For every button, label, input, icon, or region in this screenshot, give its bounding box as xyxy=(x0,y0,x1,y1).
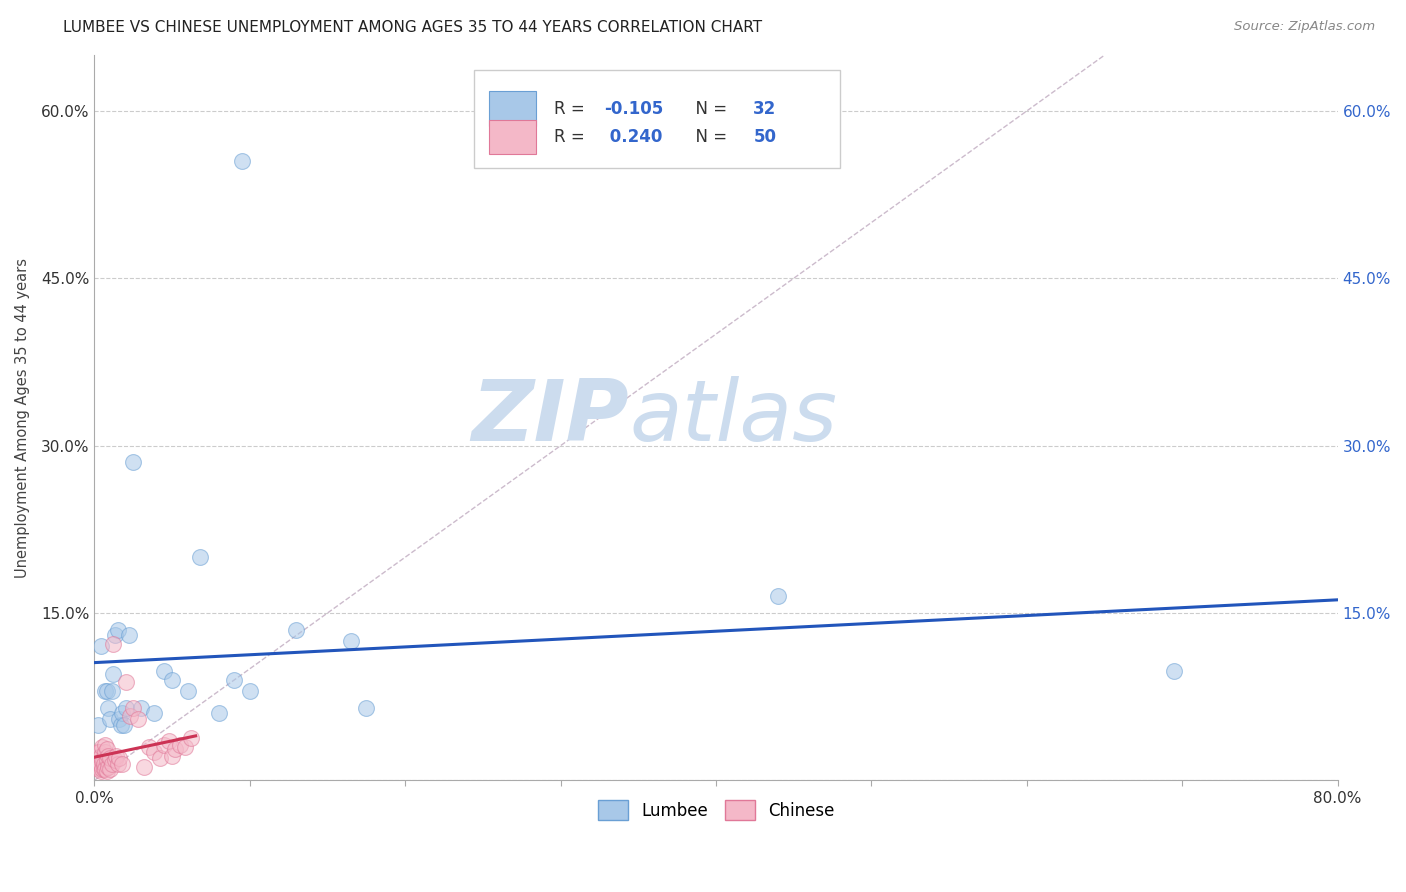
Point xyxy=(83,756,105,771)
Point xyxy=(104,628,127,642)
Point xyxy=(766,589,789,603)
Point xyxy=(160,748,183,763)
Point xyxy=(107,756,129,771)
Point xyxy=(231,154,253,169)
Point xyxy=(188,550,211,565)
Point xyxy=(138,739,160,754)
Point xyxy=(101,667,124,681)
FancyBboxPatch shape xyxy=(474,70,841,168)
Text: R =: R = xyxy=(554,100,591,118)
Point xyxy=(98,712,121,726)
Text: 50: 50 xyxy=(754,128,776,146)
Text: 0.240: 0.240 xyxy=(605,128,662,146)
Text: N =: N = xyxy=(685,128,733,146)
Point xyxy=(173,739,195,754)
Point xyxy=(97,748,120,763)
Point xyxy=(97,760,120,774)
Point xyxy=(224,673,246,687)
Point xyxy=(149,751,172,765)
Point xyxy=(165,742,187,756)
Point xyxy=(94,738,117,752)
Point xyxy=(84,753,107,767)
Point xyxy=(86,717,108,731)
Point xyxy=(108,712,131,726)
Point xyxy=(114,675,136,690)
Point xyxy=(177,684,200,698)
Text: R =: R = xyxy=(554,128,591,146)
Point xyxy=(94,762,117,776)
Point xyxy=(169,738,191,752)
Point xyxy=(89,746,111,760)
Point xyxy=(153,738,176,752)
Point xyxy=(111,706,134,721)
Point xyxy=(111,756,134,771)
Point xyxy=(160,673,183,687)
Point xyxy=(94,684,117,698)
Point xyxy=(110,717,132,731)
Point xyxy=(105,748,128,763)
Text: 32: 32 xyxy=(754,100,776,118)
Point xyxy=(208,706,231,721)
Point xyxy=(129,700,152,714)
Point xyxy=(96,764,118,779)
Text: ZIP: ZIP xyxy=(471,376,628,459)
Point xyxy=(94,746,117,760)
FancyBboxPatch shape xyxy=(488,91,536,126)
Point xyxy=(90,748,112,763)
Point xyxy=(108,751,131,765)
Point xyxy=(91,753,114,767)
Point xyxy=(93,756,115,771)
Point xyxy=(239,684,262,698)
Point xyxy=(104,753,127,767)
Point xyxy=(122,455,145,469)
Point xyxy=(142,706,165,721)
Point xyxy=(157,734,180,748)
Point xyxy=(1163,664,1185,678)
Point xyxy=(91,739,114,754)
Point xyxy=(90,764,112,779)
Point xyxy=(285,623,308,637)
Point xyxy=(142,746,165,760)
Point xyxy=(89,756,111,771)
Point xyxy=(98,762,121,776)
Legend: Lumbee, Chinese: Lumbee, Chinese xyxy=(591,794,841,826)
Point xyxy=(356,700,378,714)
Point xyxy=(100,756,122,771)
Text: N =: N = xyxy=(685,100,733,118)
Y-axis label: Unemployment Among Ages 35 to 44 years: Unemployment Among Ages 35 to 44 years xyxy=(15,258,30,578)
Point xyxy=(89,762,111,776)
Point xyxy=(89,751,111,765)
Point xyxy=(153,664,176,678)
Point xyxy=(100,684,122,698)
Point xyxy=(134,760,156,774)
Point xyxy=(90,640,112,654)
Point xyxy=(107,623,129,637)
Point xyxy=(98,751,121,765)
Point xyxy=(96,684,118,698)
Text: atlas: atlas xyxy=(628,376,837,459)
Point xyxy=(122,700,145,714)
Point xyxy=(90,757,112,772)
Point xyxy=(118,628,141,642)
Point xyxy=(180,731,202,745)
Point xyxy=(86,753,108,767)
Point xyxy=(97,700,120,714)
Point xyxy=(96,753,118,767)
Point xyxy=(120,708,142,723)
Point xyxy=(127,712,149,726)
Point xyxy=(340,633,363,648)
Point xyxy=(112,717,135,731)
Point xyxy=(86,746,108,760)
Point xyxy=(114,700,136,714)
Point xyxy=(96,742,118,756)
Text: -0.105: -0.105 xyxy=(605,100,664,118)
Point xyxy=(101,637,124,651)
Text: Source: ZipAtlas.com: Source: ZipAtlas.com xyxy=(1234,20,1375,33)
Point xyxy=(84,751,107,765)
Text: LUMBEE VS CHINESE UNEMPLOYMENT AMONG AGES 35 TO 44 YEARS CORRELATION CHART: LUMBEE VS CHINESE UNEMPLOYMENT AMONG AGE… xyxy=(63,20,762,35)
Point xyxy=(93,762,115,776)
FancyBboxPatch shape xyxy=(488,120,536,154)
Point xyxy=(91,762,114,776)
Point xyxy=(86,760,108,774)
